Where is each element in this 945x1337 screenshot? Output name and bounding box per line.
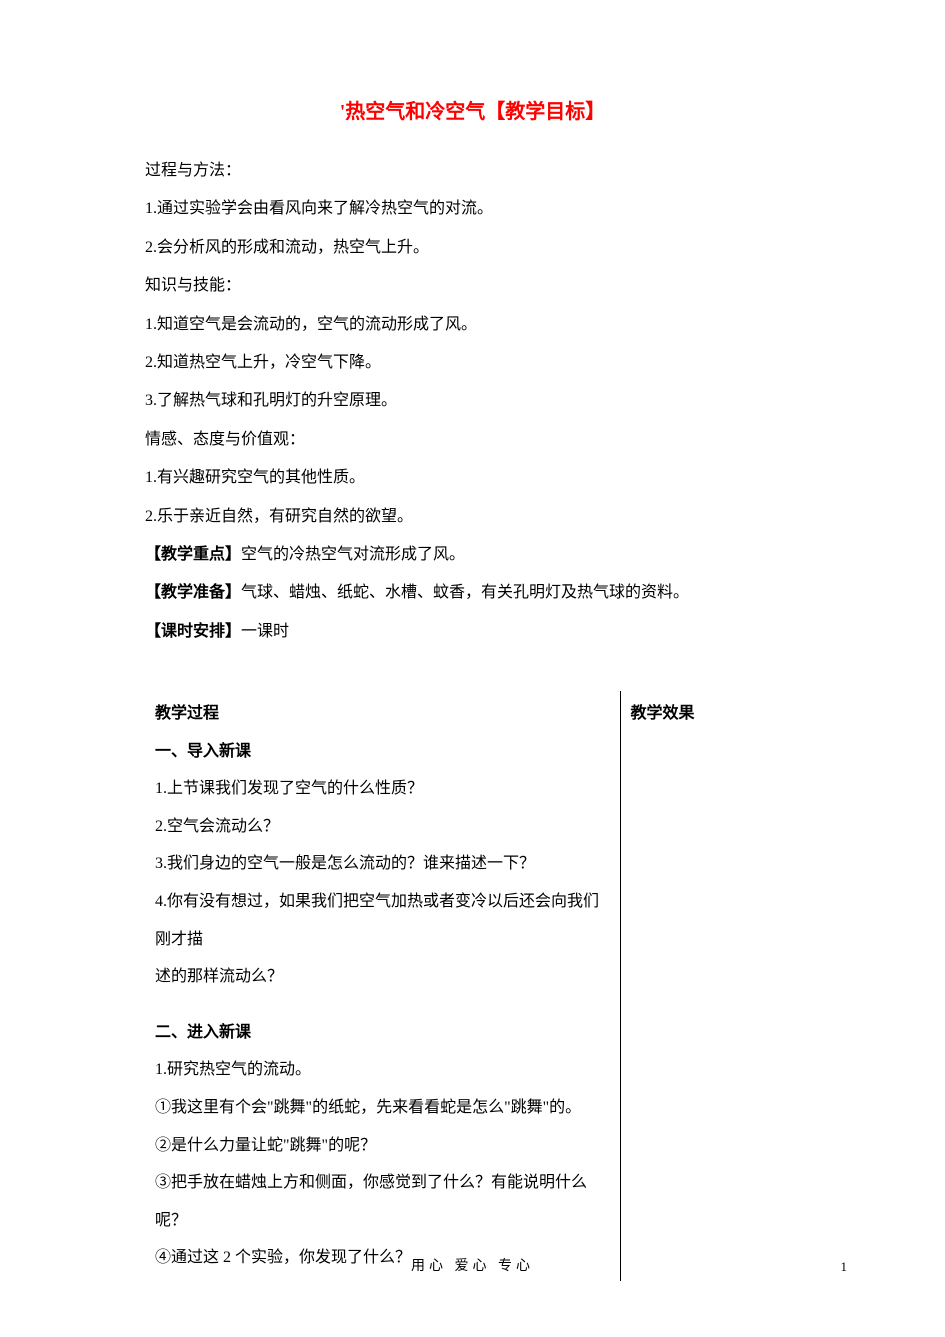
section2-title: 二、进入新课 bbox=[155, 1014, 610, 1052]
s1-item-3: 3.我们身边的空气一般是怎么流动的？谁来描述一下？ bbox=[155, 845, 610, 883]
s1-item-4a: 4.你有没有想过，如果我们把空气加热或者变冷以后还会向我们刚才描 bbox=[155, 883, 610, 958]
prep-text: 气球、蜡烛、纸蛇、水槽、蚊香，有关孔明灯及热气球的资料。 bbox=[241, 584, 689, 601]
col-effect: 教学效果 bbox=[620, 691, 800, 1281]
s2-item-3: ②是什么力量让蛇"跳舞"的呢？ bbox=[155, 1127, 610, 1165]
time-label: 【课时安排】 bbox=[145, 623, 241, 640]
s2-item-4: ③把手放在蜡烛上方和侧面，你感觉到了什么？有能说明什么呢？ bbox=[155, 1164, 610, 1239]
focus-text: 空气的冷热空气对流形成了风。 bbox=[241, 546, 465, 563]
col2-header: 教学效果 bbox=[631, 695, 791, 733]
knowledge-item-3: 3.了解热气球和孔明灯的升空原理。 bbox=[145, 382, 800, 420]
table-row: 教学过程 一、导入新课 1.上节课我们发现了空气的什么性质？ 2.空气会流动么？… bbox=[145, 691, 800, 1281]
s1-item-2: 2.空气会流动么？ bbox=[155, 808, 610, 846]
teaching-focus: 【教学重点】空气的冷热空气对流形成了风。 bbox=[145, 536, 800, 574]
col1-header: 教学过程 bbox=[155, 695, 610, 733]
lesson-table: 教学过程 一、导入新课 1.上节课我们发现了空气的什么性质？ 2.空气会流动么？… bbox=[145, 691, 800, 1281]
document-title: '热空气和冷空气【教学目标】 bbox=[145, 95, 800, 124]
s1-item-1: 1.上节课我们发现了空气的什么性质？ bbox=[155, 770, 610, 808]
emotion-item-1: 1.有兴趣研究空气的其他性质。 bbox=[145, 459, 800, 497]
knowledge-item-2: 2.知道热空气上升，冷空气下降。 bbox=[145, 344, 800, 382]
s2-item-1: 1.研究热空气的流动。 bbox=[155, 1051, 610, 1089]
time-text: 一课时 bbox=[241, 623, 289, 640]
focus-label: 【教学重点】 bbox=[145, 546, 241, 563]
emotion-item-2: 2.乐于亲近自然，有研究自然的欲望。 bbox=[145, 498, 800, 536]
process-item-1: 1.通过实验学会由看风向来了解冷热空气的对流。 bbox=[145, 190, 800, 228]
page-number: 1 bbox=[841, 1259, 848, 1275]
prep-label: 【教学准备】 bbox=[145, 584, 241, 601]
col-process: 教学过程 一、导入新课 1.上节课我们发现了空气的什么性质？ 2.空气会流动么？… bbox=[145, 691, 620, 1281]
heading-knowledge: 知识与技能： bbox=[145, 267, 800, 305]
s1-item-4b: 述的那样流动么？ bbox=[155, 958, 610, 996]
process-item-2: 2.会分析风的形成和流动，热空气上升。 bbox=[145, 229, 800, 267]
s2-item-2: ①我这里有个会"跳舞"的纸蛇，先来看看蛇是怎么"跳舞"的。 bbox=[155, 1089, 610, 1127]
teaching-prep: 【教学准备】气球、蜡烛、纸蛇、水槽、蚊香，有关孔明灯及热气球的资料。 bbox=[145, 574, 800, 612]
section1-title: 一、导入新课 bbox=[155, 733, 610, 771]
heading-process: 过程与方法： bbox=[145, 152, 800, 190]
document-page: '热空气和冷空气【教学目标】 过程与方法： 1.通过实验学会由看风向来了解冷热空… bbox=[0, 0, 945, 1281]
lesson-table-wrap: 教学过程 一、导入新课 1.上节课我们发现了空气的什么性质？ 2.空气会流动么？… bbox=[145, 691, 800, 1281]
page-footer: 用心 爱心 专心 bbox=[0, 1255, 945, 1275]
class-time: 【课时安排】一课时 bbox=[145, 613, 800, 651]
knowledge-item-1: 1.知道空气是会流动的，空气的流动形成了风。 bbox=[145, 306, 800, 344]
heading-emotion: 情感、态度与价值观： bbox=[145, 421, 800, 459]
